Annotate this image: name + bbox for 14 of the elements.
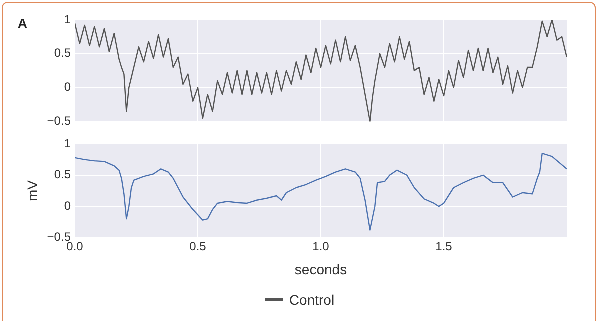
y-tick-label: 0 [64,80,72,94]
y-tick-label: 0.5 [54,46,72,60]
legend-label: Control [289,292,335,308]
y-tick-label: 0 [64,198,72,213]
y-axis-title: mV [24,180,40,202]
x-tick-label: 1.5 [436,239,453,254]
x-tick-label: 0.5 [190,239,207,254]
text: A [18,16,28,32]
y-tick-label: 1 [64,136,72,151]
y-tick-label: −0.5 [47,114,72,128]
y-tick-label: 1 [64,12,72,26]
x-tick-label: 1.0 [312,239,330,254]
y-tick-label: 0.5 [54,168,72,182]
x-axis-title: seconds [294,261,348,278]
